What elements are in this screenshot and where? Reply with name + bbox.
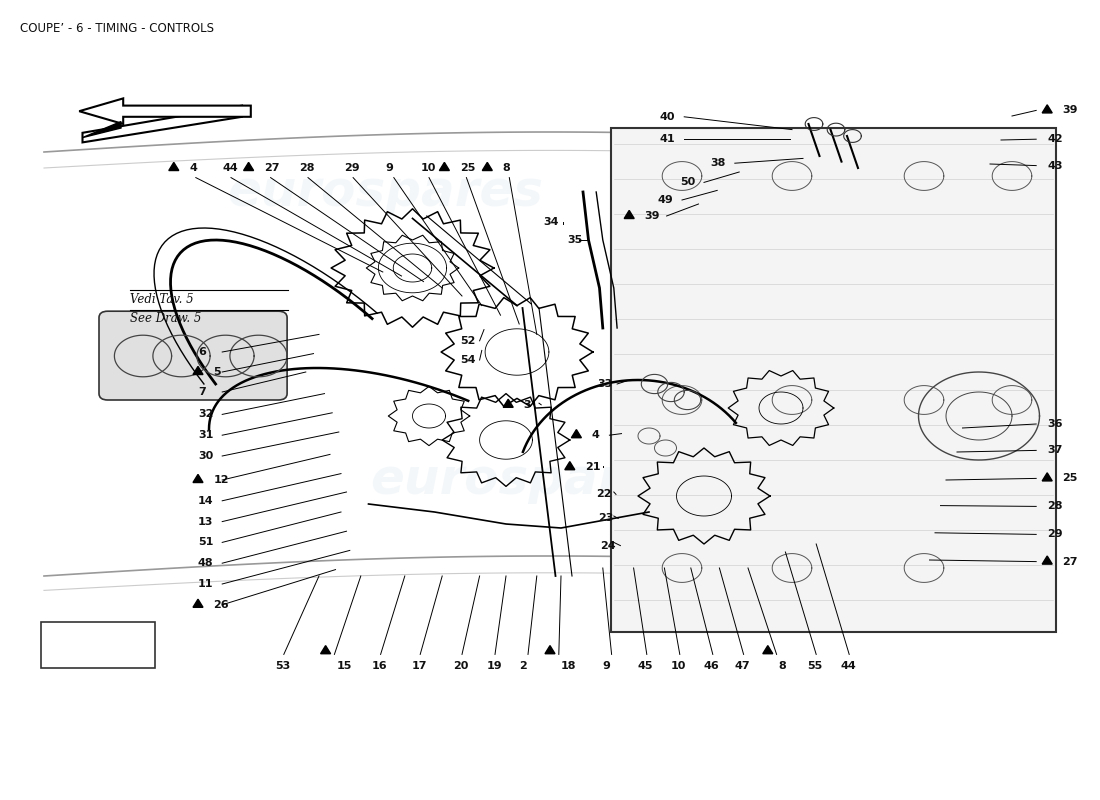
Text: 10: 10 bbox=[671, 661, 686, 670]
Text: 28: 28 bbox=[1047, 502, 1063, 511]
Polygon shape bbox=[1042, 105, 1053, 113]
Text: 23: 23 bbox=[598, 514, 614, 523]
Polygon shape bbox=[762, 646, 773, 654]
FancyBboxPatch shape bbox=[41, 622, 155, 668]
Polygon shape bbox=[571, 430, 582, 438]
Polygon shape bbox=[63, 640, 74, 648]
Text: 8: 8 bbox=[779, 661, 786, 670]
Text: 38: 38 bbox=[711, 158, 726, 168]
Text: 13: 13 bbox=[198, 517, 213, 526]
Text: 9: 9 bbox=[603, 661, 611, 670]
Text: 15: 15 bbox=[337, 661, 352, 670]
Text: 34: 34 bbox=[543, 218, 559, 227]
Polygon shape bbox=[82, 122, 121, 138]
Text: eurospares: eurospares bbox=[227, 168, 543, 216]
Text: 45: 45 bbox=[638, 661, 653, 670]
Polygon shape bbox=[1042, 556, 1053, 564]
Text: 17: 17 bbox=[411, 661, 427, 670]
Text: 27: 27 bbox=[264, 163, 279, 173]
Text: 5: 5 bbox=[213, 367, 221, 377]
Text: 29: 29 bbox=[344, 163, 360, 173]
Polygon shape bbox=[79, 98, 251, 124]
Text: 4: 4 bbox=[592, 430, 600, 440]
Polygon shape bbox=[82, 106, 242, 142]
Text: 44: 44 bbox=[840, 661, 856, 670]
Polygon shape bbox=[320, 646, 331, 654]
Polygon shape bbox=[439, 162, 450, 170]
Text: 40: 40 bbox=[660, 112, 675, 122]
Text: 30: 30 bbox=[198, 451, 213, 461]
Text: 42: 42 bbox=[1047, 134, 1063, 144]
Text: 51: 51 bbox=[198, 538, 213, 547]
Polygon shape bbox=[192, 366, 204, 374]
Text: 39: 39 bbox=[1063, 106, 1078, 115]
Text: Vedi Tav. 5: Vedi Tav. 5 bbox=[130, 293, 194, 306]
FancyBboxPatch shape bbox=[99, 311, 287, 400]
Text: 36: 36 bbox=[1047, 419, 1063, 429]
Text: 32: 32 bbox=[198, 410, 213, 419]
Text: 12: 12 bbox=[213, 475, 229, 485]
Text: 27: 27 bbox=[1063, 557, 1078, 566]
Polygon shape bbox=[503, 399, 514, 407]
Text: eurospares: eurospares bbox=[370, 456, 686, 504]
Text: 19: 19 bbox=[486, 661, 502, 670]
Text: 29: 29 bbox=[1047, 530, 1063, 539]
Text: 11: 11 bbox=[198, 579, 213, 589]
Text: 18: 18 bbox=[561, 661, 576, 670]
Polygon shape bbox=[1042, 473, 1053, 481]
Polygon shape bbox=[243, 162, 254, 170]
Text: 50: 50 bbox=[680, 178, 695, 187]
Text: 2: 2 bbox=[519, 661, 527, 670]
Text: 48: 48 bbox=[198, 558, 213, 568]
Polygon shape bbox=[168, 162, 179, 170]
FancyBboxPatch shape bbox=[610, 128, 1056, 632]
Polygon shape bbox=[564, 462, 575, 470]
Text: 25: 25 bbox=[460, 163, 475, 173]
Text: = 1: = 1 bbox=[84, 639, 108, 652]
Text: COUPE’ - 6 - TIMING - CONTROLS: COUPE’ - 6 - TIMING - CONTROLS bbox=[20, 22, 213, 35]
Text: 52: 52 bbox=[460, 336, 475, 346]
Text: 7: 7 bbox=[198, 387, 206, 397]
Text: 31: 31 bbox=[198, 430, 213, 440]
Polygon shape bbox=[544, 646, 556, 654]
Text: 33: 33 bbox=[597, 379, 613, 389]
Polygon shape bbox=[192, 599, 204, 607]
Text: 25: 25 bbox=[1063, 474, 1078, 483]
Text: 47: 47 bbox=[735, 661, 750, 670]
Text: 22: 22 bbox=[596, 490, 612, 499]
Text: 54: 54 bbox=[460, 355, 475, 365]
Text: 3: 3 bbox=[524, 400, 531, 410]
Polygon shape bbox=[482, 162, 493, 170]
Text: 55: 55 bbox=[807, 661, 823, 670]
Text: 37: 37 bbox=[1047, 446, 1063, 455]
Text: 41: 41 bbox=[660, 134, 675, 144]
Text: 16: 16 bbox=[372, 661, 387, 670]
Polygon shape bbox=[624, 210, 635, 218]
Text: 28: 28 bbox=[299, 163, 315, 173]
Text: 39: 39 bbox=[645, 211, 660, 221]
Text: 26: 26 bbox=[213, 600, 229, 610]
Text: 43: 43 bbox=[1047, 161, 1063, 170]
Text: 53: 53 bbox=[275, 661, 290, 670]
Text: 14: 14 bbox=[198, 496, 213, 506]
Text: 6: 6 bbox=[198, 347, 206, 357]
Text: 10: 10 bbox=[420, 163, 436, 173]
Text: 4: 4 bbox=[189, 163, 197, 173]
Text: See Draw. 5: See Draw. 5 bbox=[130, 312, 201, 325]
Text: 35: 35 bbox=[568, 235, 583, 245]
Text: 20: 20 bbox=[453, 661, 469, 670]
Text: 24: 24 bbox=[601, 541, 616, 550]
Polygon shape bbox=[192, 474, 204, 482]
Text: 8: 8 bbox=[503, 163, 510, 173]
Text: 9: 9 bbox=[385, 163, 393, 173]
Text: 49: 49 bbox=[658, 195, 673, 205]
Text: 21: 21 bbox=[585, 462, 601, 472]
Text: 44: 44 bbox=[222, 163, 238, 173]
Text: 46: 46 bbox=[704, 661, 719, 670]
